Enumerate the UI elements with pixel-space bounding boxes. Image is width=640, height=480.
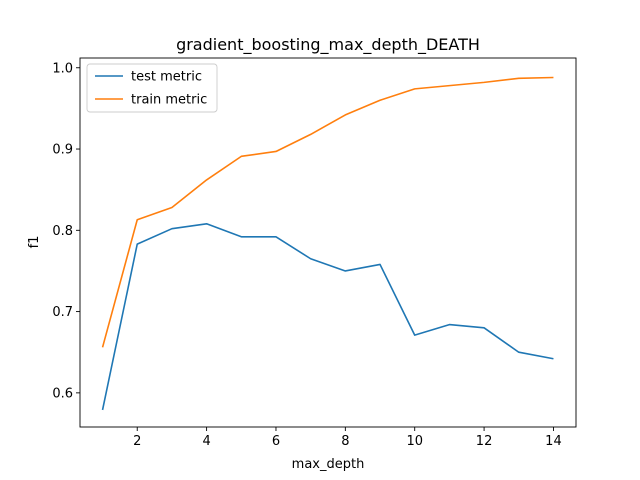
x-axis-label: max_depth [292, 457, 365, 472]
axes-frame [79, 57, 577, 428]
legend: test metric train metric [86, 63, 218, 113]
y-tick-label: 0.6 [52, 386, 73, 401]
x-tick-label: 4 [202, 434, 210, 449]
legend-label-1: train metric [131, 93, 207, 108]
y-tick-label: 1.0 [52, 61, 73, 76]
y-tick-label: 0.7 [52, 305, 73, 320]
y-tick-label: 0.8 [52, 224, 73, 239]
x-tick-label: 2 [133, 434, 141, 449]
x-tick-label: 10 [406, 434, 423, 449]
y-axis-label: f1 [27, 236, 42, 249]
plot-area: 2 4 6 8 10 12 14 0.6 0.7 0.8 0.9 1.0 [52, 57, 577, 449]
chart-title: gradient_boosting_max_depth_DEATH [176, 35, 480, 55]
x-tick-label: 12 [476, 434, 493, 449]
series-line-1 [101, 76, 554, 348]
x-tick-label: 6 [272, 434, 280, 449]
x-tick-label: 14 [545, 434, 562, 449]
series-line-0 [101, 223, 554, 411]
legend-label-0: test metric [131, 70, 202, 85]
y-tick-label: 0.9 [52, 143, 73, 158]
x-tick-label: 8 [341, 434, 349, 449]
